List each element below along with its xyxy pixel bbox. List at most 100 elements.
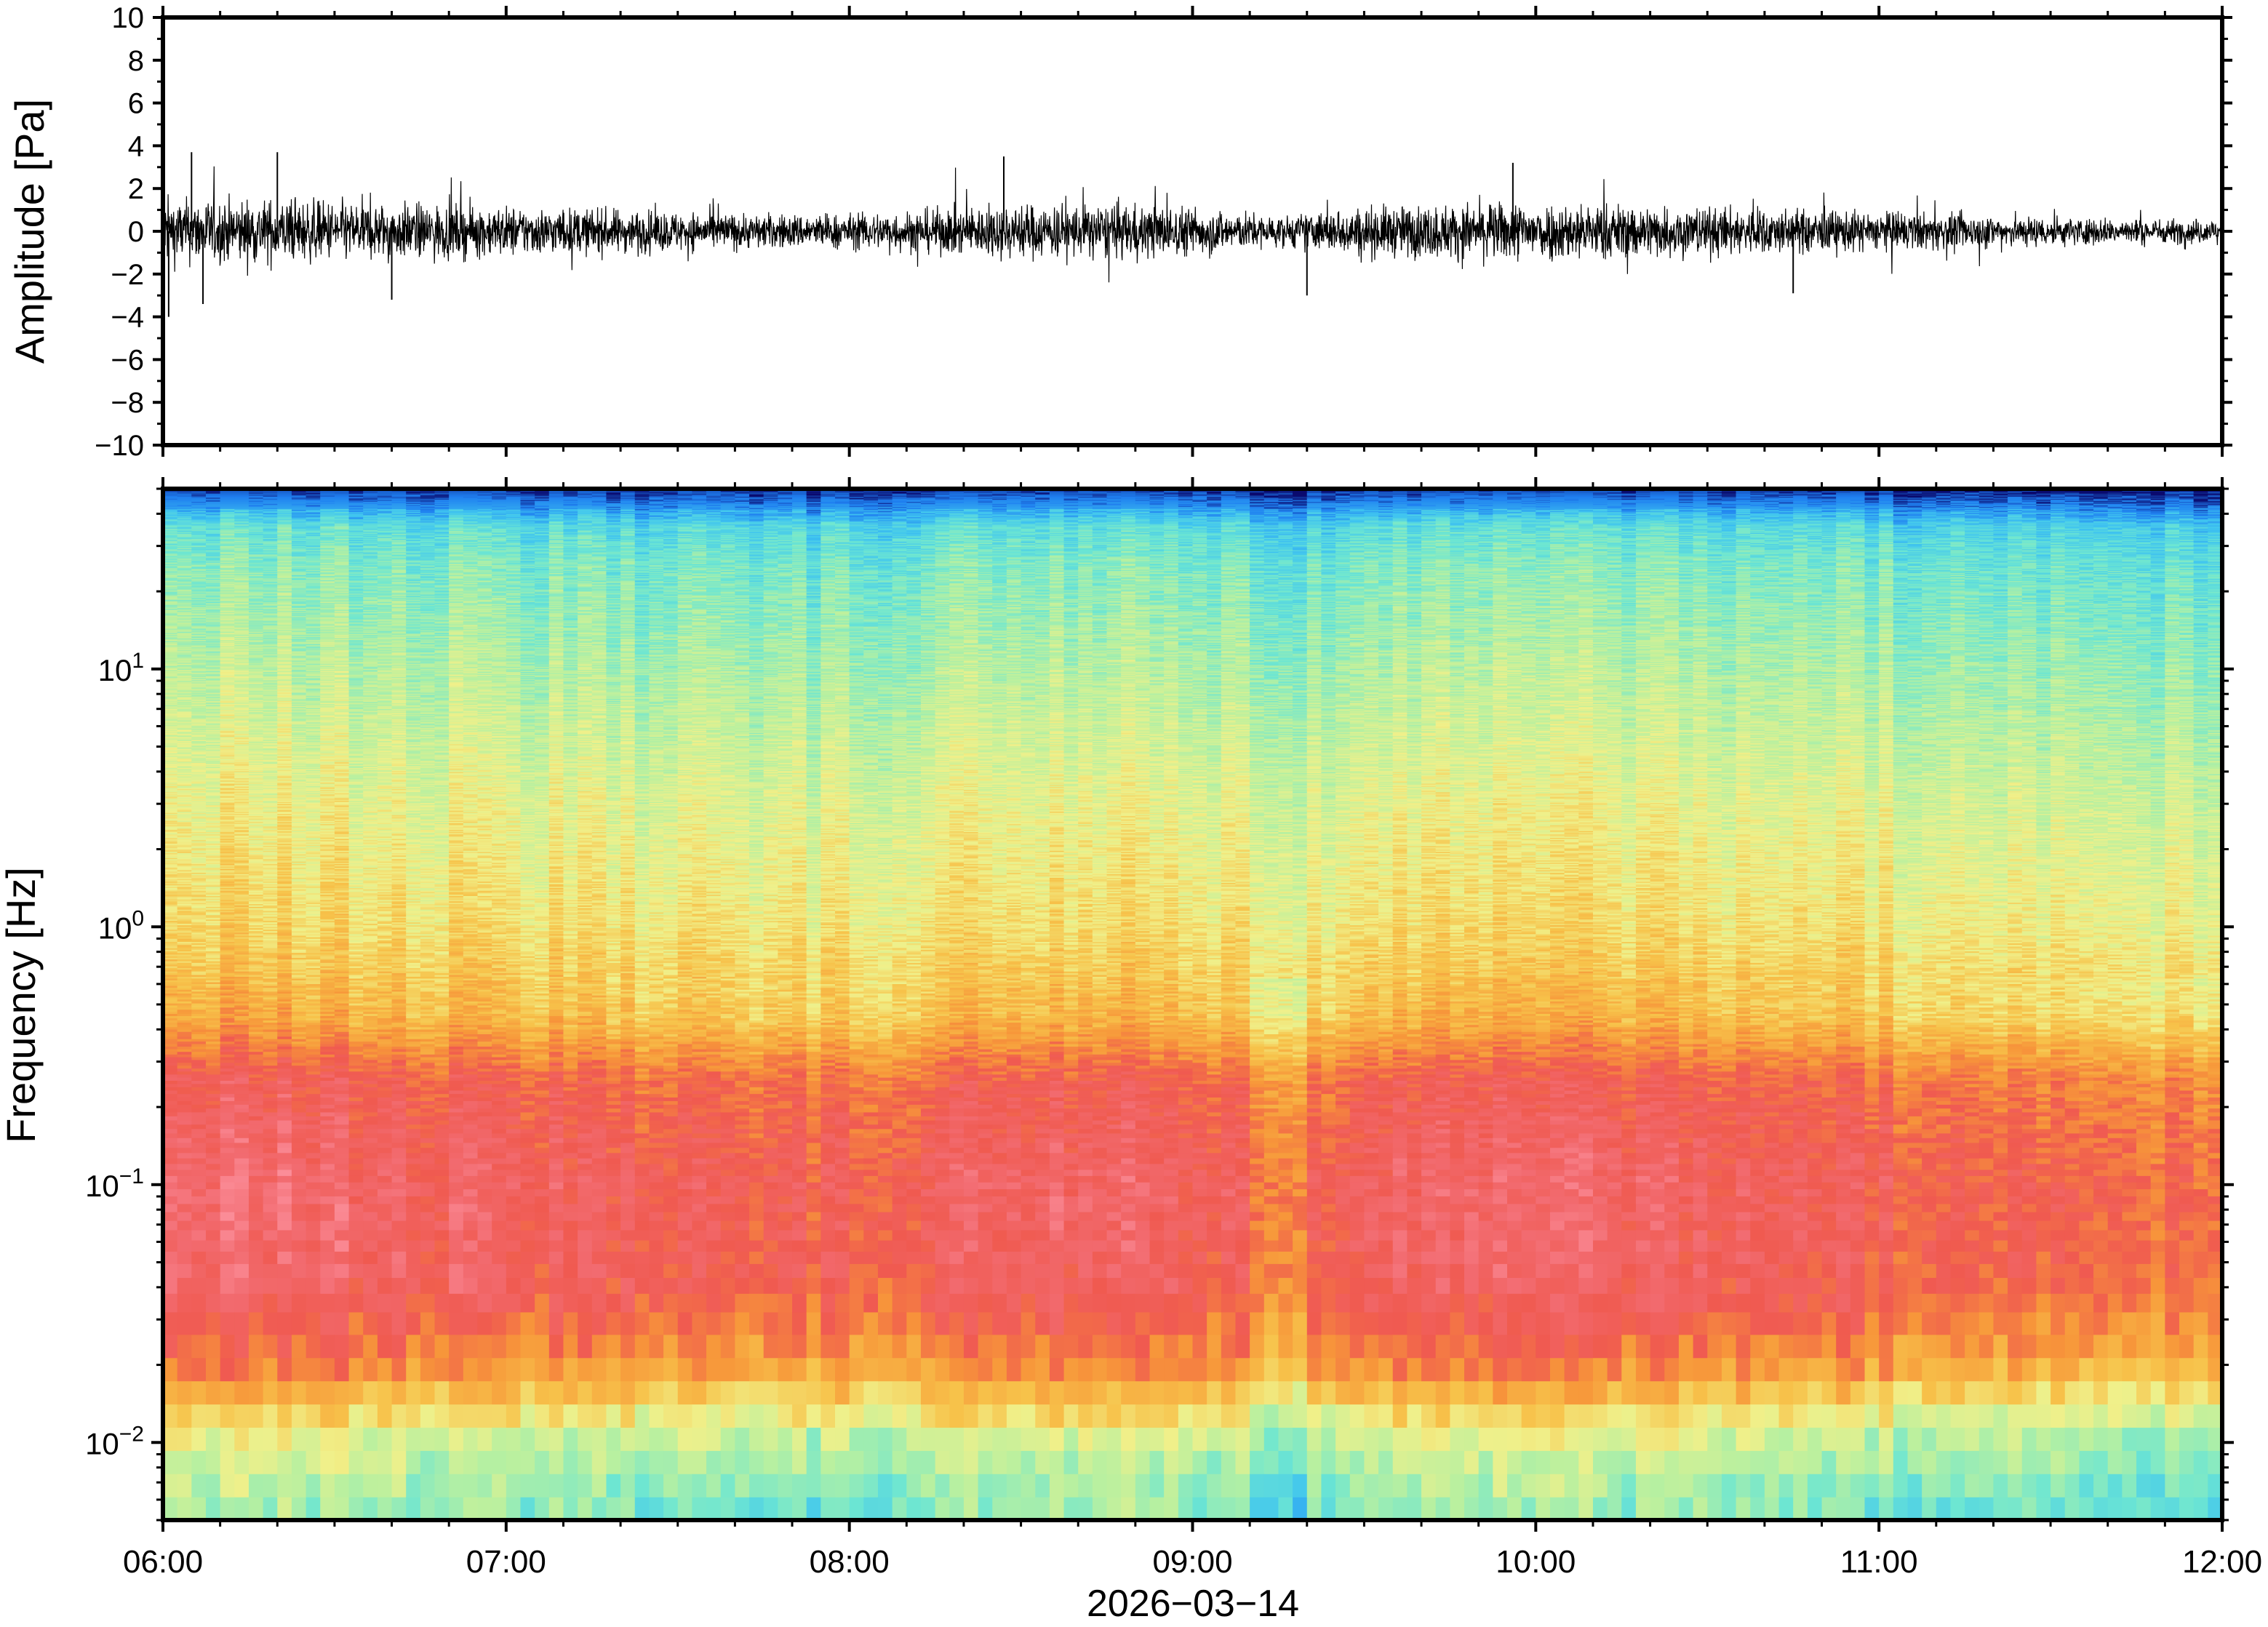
spectrogram-cell [177, 1052, 192, 1055]
spectrogram-cell [177, 1129, 192, 1134]
spectrogram-cell [191, 1042, 206, 1044]
spectrogram-cell [163, 1251, 177, 1264]
spectrogram-cell [191, 1071, 206, 1075]
spectrogram-cell [177, 1049, 192, 1052]
spectrogram-cell [177, 1143, 192, 1148]
spectrogram-cell [163, 1084, 177, 1087]
spectrogram-cell [177, 1046, 192, 1049]
spectrogram-cell [177, 1196, 192, 1204]
spectrogram-cell [191, 1039, 206, 1042]
spectrogram-cell [163, 1057, 177, 1060]
spectrogram-cell [191, 1164, 206, 1170]
spectrogram-cell [177, 1042, 192, 1044]
spectrogram-cell [191, 1046, 206, 1049]
spectrogram-cell [177, 1108, 192, 1113]
spectrogram-cell [177, 1084, 192, 1087]
spectrogram-cell [177, 1175, 192, 1182]
spectrogram-cell [177, 1335, 192, 1359]
spectrogram-cell [177, 1148, 192, 1154]
spectrogram-cell [191, 1230, 206, 1241]
spectrogram-cell [191, 1044, 206, 1047]
spectrogram-cell [177, 1054, 192, 1057]
spectrogram-cell [163, 1080, 177, 1084]
spectrogram-cell [177, 1497, 192, 1521]
spectrogram-cell [191, 1112, 206, 1116]
waveform-y-tick-label: 0 [128, 216, 144, 248]
spectrogram-cell [177, 1057, 192, 1060]
spectrogram-cell [191, 1133, 206, 1138]
spectrogram-cell [191, 1212, 206, 1221]
spectrogram-cell [163, 1196, 177, 1204]
waveform-y-axis-label: Amplitude [Pa] [7, 99, 52, 364]
spectrogram-cell [191, 1052, 206, 1055]
spectrogram-cell [163, 1220, 177, 1231]
spectrogram-cell [191, 1104, 206, 1108]
spectrogram-cell [163, 1293, 177, 1312]
spectrogram-cell [191, 1057, 206, 1060]
waveform-y-tick-label: 2 [128, 173, 144, 205]
spectrogram-cell [163, 1108, 177, 1113]
spectrogram-cell [163, 1153, 177, 1159]
spectrogram-cell [163, 1164, 177, 1170]
spectrogram-cell [163, 1158, 177, 1164]
spectrogram-cell [177, 1094, 192, 1098]
spectrogram-cell [191, 1066, 206, 1069]
spectrogram-cell [163, 1039, 177, 1042]
spectrogram-cell [177, 1220, 192, 1231]
spectrogram-cell [177, 1066, 192, 1069]
spectrogram-cell [177, 1263, 192, 1278]
waveform-y-tick-label: −6 [111, 344, 144, 376]
waveform-y-tick-label: −10 [95, 430, 144, 462]
spectrogram-cell [191, 1060, 206, 1063]
spectrogram-cell [177, 1188, 192, 1196]
spectrogram-cell [191, 1450, 206, 1474]
spectrogram-cell [177, 1138, 192, 1143]
spectrogram-cell [177, 1044, 192, 1047]
waveform-y-tick-label: 8 [128, 45, 144, 77]
waveform-y-tick-label: 4 [128, 130, 144, 162]
spectrogram-cell [191, 1120, 206, 1124]
spectrogram-cell [163, 1143, 177, 1148]
spectrogram-cell [163, 1097, 177, 1101]
spectrogram-cell [177, 1381, 192, 1405]
spectrogram-cell [191, 1204, 206, 1212]
spectrogram-cell [163, 1170, 177, 1176]
spectrogram-cell [163, 1497, 177, 1521]
spectrogram-cell [163, 1060, 177, 1063]
spectrogram-cell [177, 1124, 192, 1130]
waveform-y-tick-label: −4 [111, 302, 144, 334]
spectrogram-cell [191, 1108, 206, 1113]
spectrogram-cell [163, 1182, 177, 1189]
spectrogram-cell [191, 1293, 206, 1312]
spectrogram-cell [191, 1358, 206, 1382]
spectrogram-cell [163, 1175, 177, 1182]
waveform-y-tick-label: 10 [112, 2, 145, 34]
spectrogram-cell [177, 1068, 192, 1072]
spectrogram-cell [191, 1158, 206, 1164]
spectrogram-cell [191, 1084, 206, 1087]
spectrogram-cell [163, 1204, 177, 1212]
spectrogram-cell [191, 1240, 206, 1252]
spectrogram-cell [191, 1124, 206, 1130]
spectrogram-cell [177, 1120, 192, 1124]
spectrogram-cell [177, 1100, 192, 1105]
spectrogram-cell [191, 1080, 206, 1084]
spectrogram-cell [163, 1188, 177, 1196]
spectrogram-cell [191, 1138, 206, 1143]
spectrogram-cell [177, 1060, 192, 1063]
spectrogram-cell [177, 1450, 192, 1474]
spectrogram-cell [177, 1212, 192, 1221]
spectrogram-cell [191, 1188, 206, 1196]
spectrogram-cell [163, 1077, 177, 1081]
spectrogram-cell [163, 1052, 177, 1055]
spectrogram-cell [177, 1077, 192, 1081]
spectrogram-cell [191, 1097, 206, 1101]
spectrogram-cell [191, 1116, 206, 1120]
spectrogram-cell [163, 1335, 177, 1359]
spectrogram-cell [177, 1116, 192, 1120]
spectrogram-cell [177, 1039, 192, 1042]
spectrogram-cell [177, 1104, 192, 1108]
spectrogram-cell [191, 1143, 206, 1148]
spectrogram-cell [163, 1120, 177, 1124]
spectrogram-cell [191, 1049, 206, 1052]
